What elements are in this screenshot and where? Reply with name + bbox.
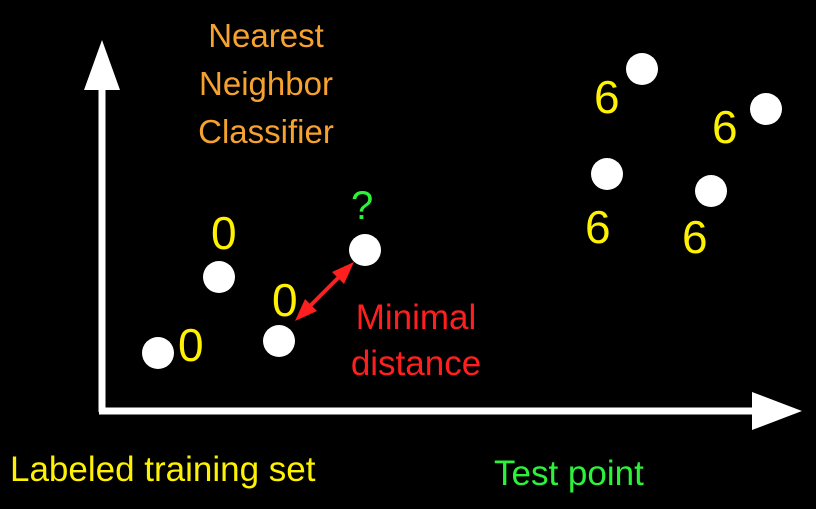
training-point-0b <box>203 261 235 293</box>
minimal-distance-arrowhead-start <box>295 299 317 321</box>
test-point-legend: Test point <box>494 454 644 493</box>
minimal-distance-arrowhead-end <box>332 262 354 284</box>
label-6d: 6 <box>682 211 708 263</box>
title-line-1: Nearest <box>208 17 324 54</box>
training-point-6c <box>591 158 623 190</box>
minimal-distance-line <box>305 272 344 311</box>
diagram-title: Nearest Neighbor Classifier <box>186 12 346 156</box>
title-line-2: Neighbor <box>199 65 333 102</box>
x-axis-arrowhead <box>752 392 802 430</box>
label-6a: 6 <box>594 71 620 123</box>
label-0c: 0 <box>272 274 298 326</box>
test-point-label: ? <box>351 184 374 228</box>
minimal-distance-label: Minimal distance <box>343 295 489 387</box>
minimal-distance-line-1: Minimal <box>355 298 477 337</box>
test-point <box>349 234 381 266</box>
label-6b: 6 <box>712 101 738 153</box>
training-set-label: Labeled training set <box>10 450 316 489</box>
training-point-0c <box>263 325 295 357</box>
y-axis-arrowhead <box>84 40 120 90</box>
training-point-6a <box>626 53 658 85</box>
training-point-0a <box>142 337 174 369</box>
label-0a: 0 <box>178 319 204 371</box>
minimal-distance-line-2: distance <box>350 344 482 383</box>
label-0b: 0 <box>211 207 237 259</box>
training-point-6b <box>750 93 782 125</box>
label-6c: 6 <box>585 201 611 253</box>
title-line-3: Classifier <box>198 113 334 150</box>
training-point-6d <box>695 175 727 207</box>
